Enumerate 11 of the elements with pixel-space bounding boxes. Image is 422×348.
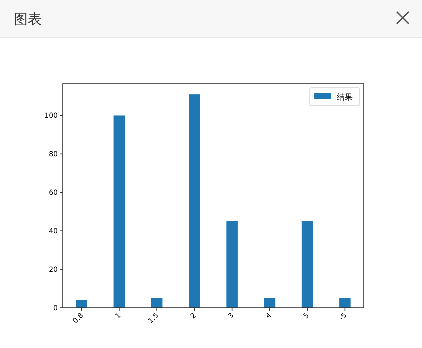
bar (264, 298, 276, 308)
bar (189, 94, 200, 308)
legend-label: 结果 (337, 93, 353, 102)
bar (76, 300, 88, 308)
bar (151, 298, 163, 308)
bar (114, 116, 126, 308)
chart-title: 图表 (14, 12, 42, 28)
bar (226, 221, 238, 308)
bar (302, 221, 314, 308)
bar (340, 298, 351, 308)
legend: 结果 (310, 88, 360, 106)
